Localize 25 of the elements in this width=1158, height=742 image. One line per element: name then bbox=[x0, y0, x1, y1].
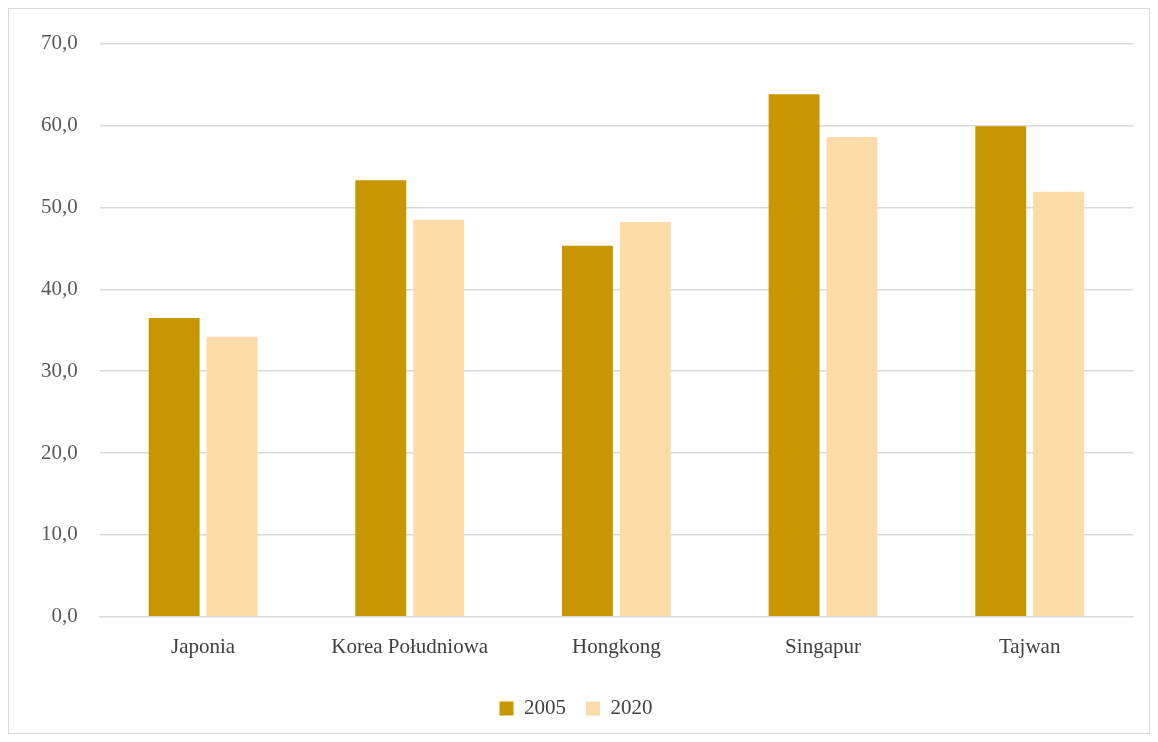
y-tick-label: 60,0 bbox=[41, 112, 78, 136]
y-tick-label: 50,0 bbox=[41, 193, 78, 218]
x-tick-label: Tajwan bbox=[998, 633, 1061, 658]
bar bbox=[206, 336, 258, 617]
bar bbox=[975, 126, 1027, 617]
legend-label: 2005 bbox=[524, 695, 566, 720]
y-tick-label: 20,0 bbox=[41, 439, 78, 464]
x-tick-label: Korea Południowa bbox=[331, 633, 489, 658]
y-tick-label: 40,0 bbox=[41, 275, 78, 300]
x-tick-label: Singapur bbox=[785, 633, 861, 658]
bar bbox=[768, 94, 820, 617]
x-tick-label: Hongkong bbox=[572, 633, 662, 658]
y-tick-label: 10,0 bbox=[41, 521, 78, 546]
y-tick-label: 70,0 bbox=[41, 30, 78, 55]
bar bbox=[561, 245, 613, 617]
legend-label: 2020 bbox=[610, 695, 653, 720]
x-tick-label: Japonia bbox=[171, 633, 236, 658]
bar bbox=[355, 180, 407, 617]
bar bbox=[1033, 191, 1085, 617]
bar bbox=[148, 317, 200, 617]
bar bbox=[619, 222, 671, 617]
bar bbox=[826, 136, 878, 617]
y-tick-label: 0,0 bbox=[51, 603, 78, 628]
bar bbox=[413, 219, 465, 617]
y-tick-label: 30,0 bbox=[41, 357, 78, 382]
